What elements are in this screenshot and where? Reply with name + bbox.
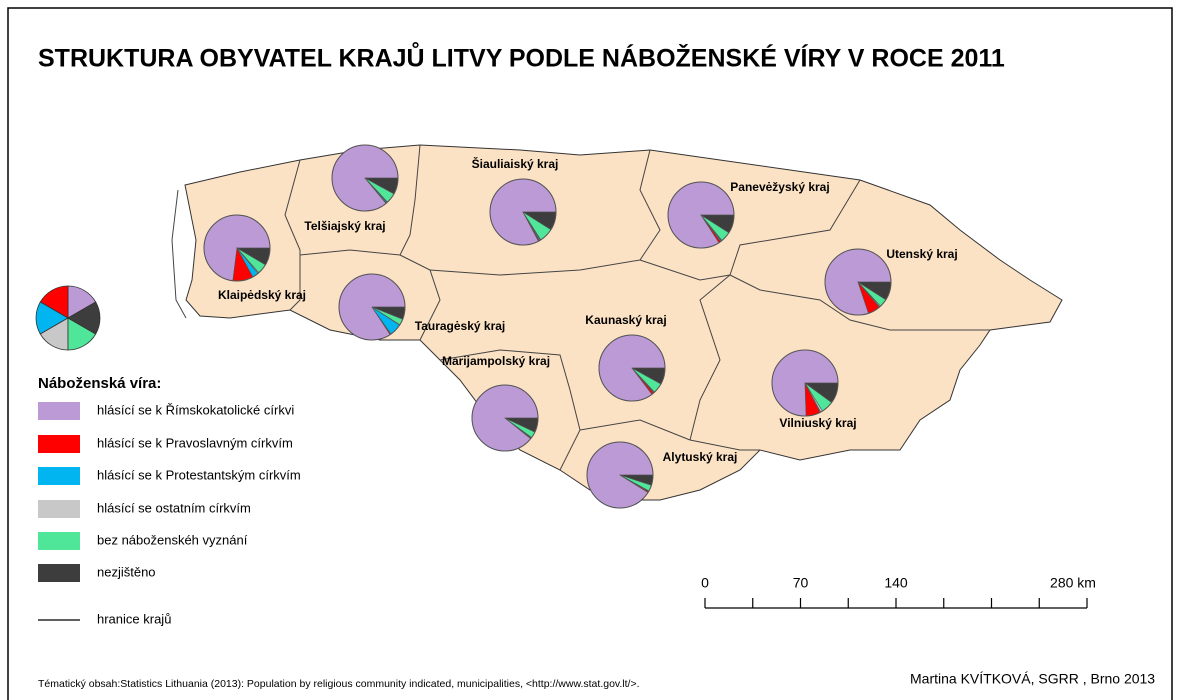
region-label: Klaipėdský kraj	[218, 288, 306, 302]
region-label: Alytuský kraj	[663, 450, 738, 464]
border	[689, 274, 731, 441]
border	[729, 179, 861, 276]
pie-outline	[771, 349, 839, 417]
legend-label: hlásící se k Pravoslavným církvím	[97, 435, 293, 450]
legend-label: nezjištěno	[97, 564, 156, 579]
pie-outline	[824, 248, 892, 316]
symbol-slice	[67, 301, 101, 335]
region-borders	[284, 144, 990, 471]
border	[429, 259, 641, 276]
legend-title: Náboženská víra:	[38, 375, 161, 392]
border	[299, 249, 401, 256]
pie-outline	[598, 334, 666, 402]
legend-pie-symbol	[35, 285, 101, 351]
pie-outline	[586, 441, 654, 509]
border	[579, 419, 691, 441]
author: Martina KVÍTKOVÁ, SGRR , Brno 2013	[910, 671, 1155, 687]
legend-label: hlásící se k Protestantským církvím	[97, 467, 301, 482]
legend-swatch	[38, 500, 80, 518]
pie-outline	[489, 178, 557, 246]
scale-label: 280 km	[1050, 575, 1096, 591]
region-label: Telšiajský kraj	[304, 219, 385, 233]
region-label: Kaunaský kraj	[585, 313, 666, 327]
legend-label: hranice krajů	[97, 611, 171, 626]
legend-swatch	[38, 402, 80, 420]
border	[639, 259, 731, 281]
border	[284, 159, 301, 311]
source: Tématický obsah:Statistics Lithuania (20…	[38, 678, 640, 690]
region-label: Šiauliaiský kraj	[472, 156, 559, 171]
legend-swatch	[38, 532, 80, 550]
pie-outline	[471, 384, 539, 452]
pie-outline	[667, 181, 735, 249]
border	[639, 149, 661, 261]
pie-outline	[338, 273, 406, 341]
region-label: Vilniuský kraj	[779, 416, 856, 430]
scale-label: 70	[793, 575, 809, 591]
legend-swatch	[38, 564, 80, 582]
border	[439, 349, 581, 431]
border	[689, 439, 760, 451]
region-label: Panevėžyský kraj	[730, 180, 829, 194]
pie-outline	[331, 144, 399, 212]
border	[729, 274, 990, 331]
scale-label: 0	[701, 575, 709, 591]
region-label: Marijampolský kraj	[442, 354, 550, 368]
coast	[171, 189, 187, 319]
scale-label: 140	[884, 575, 908, 591]
legend-swatch	[38, 467, 80, 485]
legend-label: hlásící se k Římskokatolické církvi	[97, 402, 294, 417]
map-title: STRUKTURA OBYVATEL KRAJŮ LITVY PODLE NÁB…	[38, 41, 1005, 73]
legend-label: hlásící se ostatním církvím	[97, 500, 251, 515]
region-label: Utenský kraj	[886, 247, 957, 261]
region-label: Tauragėský kraj	[415, 319, 506, 333]
country	[171, 144, 1063, 501]
pie-outline	[203, 214, 271, 282]
border	[399, 144, 421, 256]
border	[559, 429, 581, 471]
legend-label: bez náboženskéh vyznání	[97, 532, 248, 547]
legend-swatch	[38, 435, 80, 453]
border	[399, 254, 441, 341]
